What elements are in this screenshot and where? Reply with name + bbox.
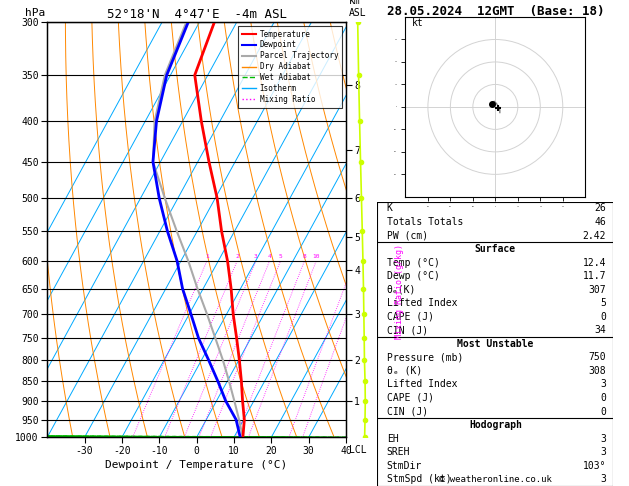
X-axis label: Dewpoint / Temperature (°C): Dewpoint / Temperature (°C) (106, 460, 287, 470)
Text: 0: 0 (600, 406, 606, 417)
Text: θₑ(K): θₑ(K) (387, 285, 416, 295)
Text: 12.4: 12.4 (582, 258, 606, 268)
Text: 26: 26 (594, 204, 606, 213)
Text: 3: 3 (600, 434, 606, 444)
Text: 307: 307 (589, 285, 606, 295)
Text: 11.7: 11.7 (582, 271, 606, 281)
Text: 3: 3 (254, 254, 258, 259)
Text: 750: 750 (589, 352, 606, 363)
Text: Temp (°C): Temp (°C) (387, 258, 440, 268)
Text: CIN (J): CIN (J) (387, 325, 428, 335)
Text: 5: 5 (600, 298, 606, 308)
Text: StmSpd (kt): StmSpd (kt) (387, 474, 452, 484)
Text: 2: 2 (235, 254, 239, 259)
Text: CAPE (J): CAPE (J) (387, 393, 434, 403)
Text: 0: 0 (600, 312, 606, 322)
Text: LCL: LCL (349, 445, 367, 455)
Text: 3: 3 (600, 474, 606, 484)
Text: 5: 5 (279, 254, 282, 259)
Text: Mixing Ratio (g/kg): Mixing Ratio (g/kg) (395, 244, 404, 339)
Text: Most Unstable: Most Unstable (457, 339, 533, 349)
Text: 3: 3 (600, 380, 606, 389)
Text: 34: 34 (594, 325, 606, 335)
Text: Surface: Surface (475, 244, 516, 254)
Text: PW (cm): PW (cm) (387, 230, 428, 241)
Text: Pressure (mb): Pressure (mb) (387, 352, 463, 363)
Title: 52°18'N  4°47'E  -4m ASL: 52°18'N 4°47'E -4m ASL (106, 8, 287, 21)
Text: km
ASL: km ASL (349, 0, 367, 17)
Text: Totals Totals: Totals Totals (387, 217, 463, 227)
Text: Lifted Index: Lifted Index (387, 298, 457, 308)
Text: 3: 3 (600, 447, 606, 457)
Text: CIN (J): CIN (J) (387, 406, 428, 417)
Text: EH: EH (387, 434, 399, 444)
Text: 1: 1 (205, 254, 209, 259)
Text: kt: kt (412, 18, 424, 28)
Text: SREH: SREH (387, 447, 410, 457)
Legend: Temperature, Dewpoint, Parcel Trajectory, Dry Adiabat, Wet Adiabat, Isotherm, Mi: Temperature, Dewpoint, Parcel Trajectory… (238, 26, 342, 108)
Text: StmDir: StmDir (387, 461, 422, 471)
Text: 2.42: 2.42 (582, 230, 606, 241)
Text: 10: 10 (313, 254, 320, 259)
Text: © weatheronline.co.uk: © weatheronline.co.uk (439, 474, 552, 484)
Text: hPa: hPa (25, 8, 45, 17)
Text: Lifted Index: Lifted Index (387, 380, 457, 389)
Text: 28.05.2024  12GMT  (Base: 18): 28.05.2024 12GMT (Base: 18) (387, 5, 604, 18)
Text: 308: 308 (589, 366, 606, 376)
Text: 0: 0 (600, 393, 606, 403)
Text: CAPE (J): CAPE (J) (387, 312, 434, 322)
Text: Hodograph: Hodograph (469, 420, 522, 430)
Text: Dewp (°C): Dewp (°C) (387, 271, 440, 281)
Text: K: K (387, 204, 392, 213)
Text: 8: 8 (303, 254, 306, 259)
Text: θₑ (K): θₑ (K) (387, 366, 422, 376)
Text: 4: 4 (268, 254, 271, 259)
Text: 103°: 103° (582, 461, 606, 471)
Text: 46: 46 (594, 217, 606, 227)
